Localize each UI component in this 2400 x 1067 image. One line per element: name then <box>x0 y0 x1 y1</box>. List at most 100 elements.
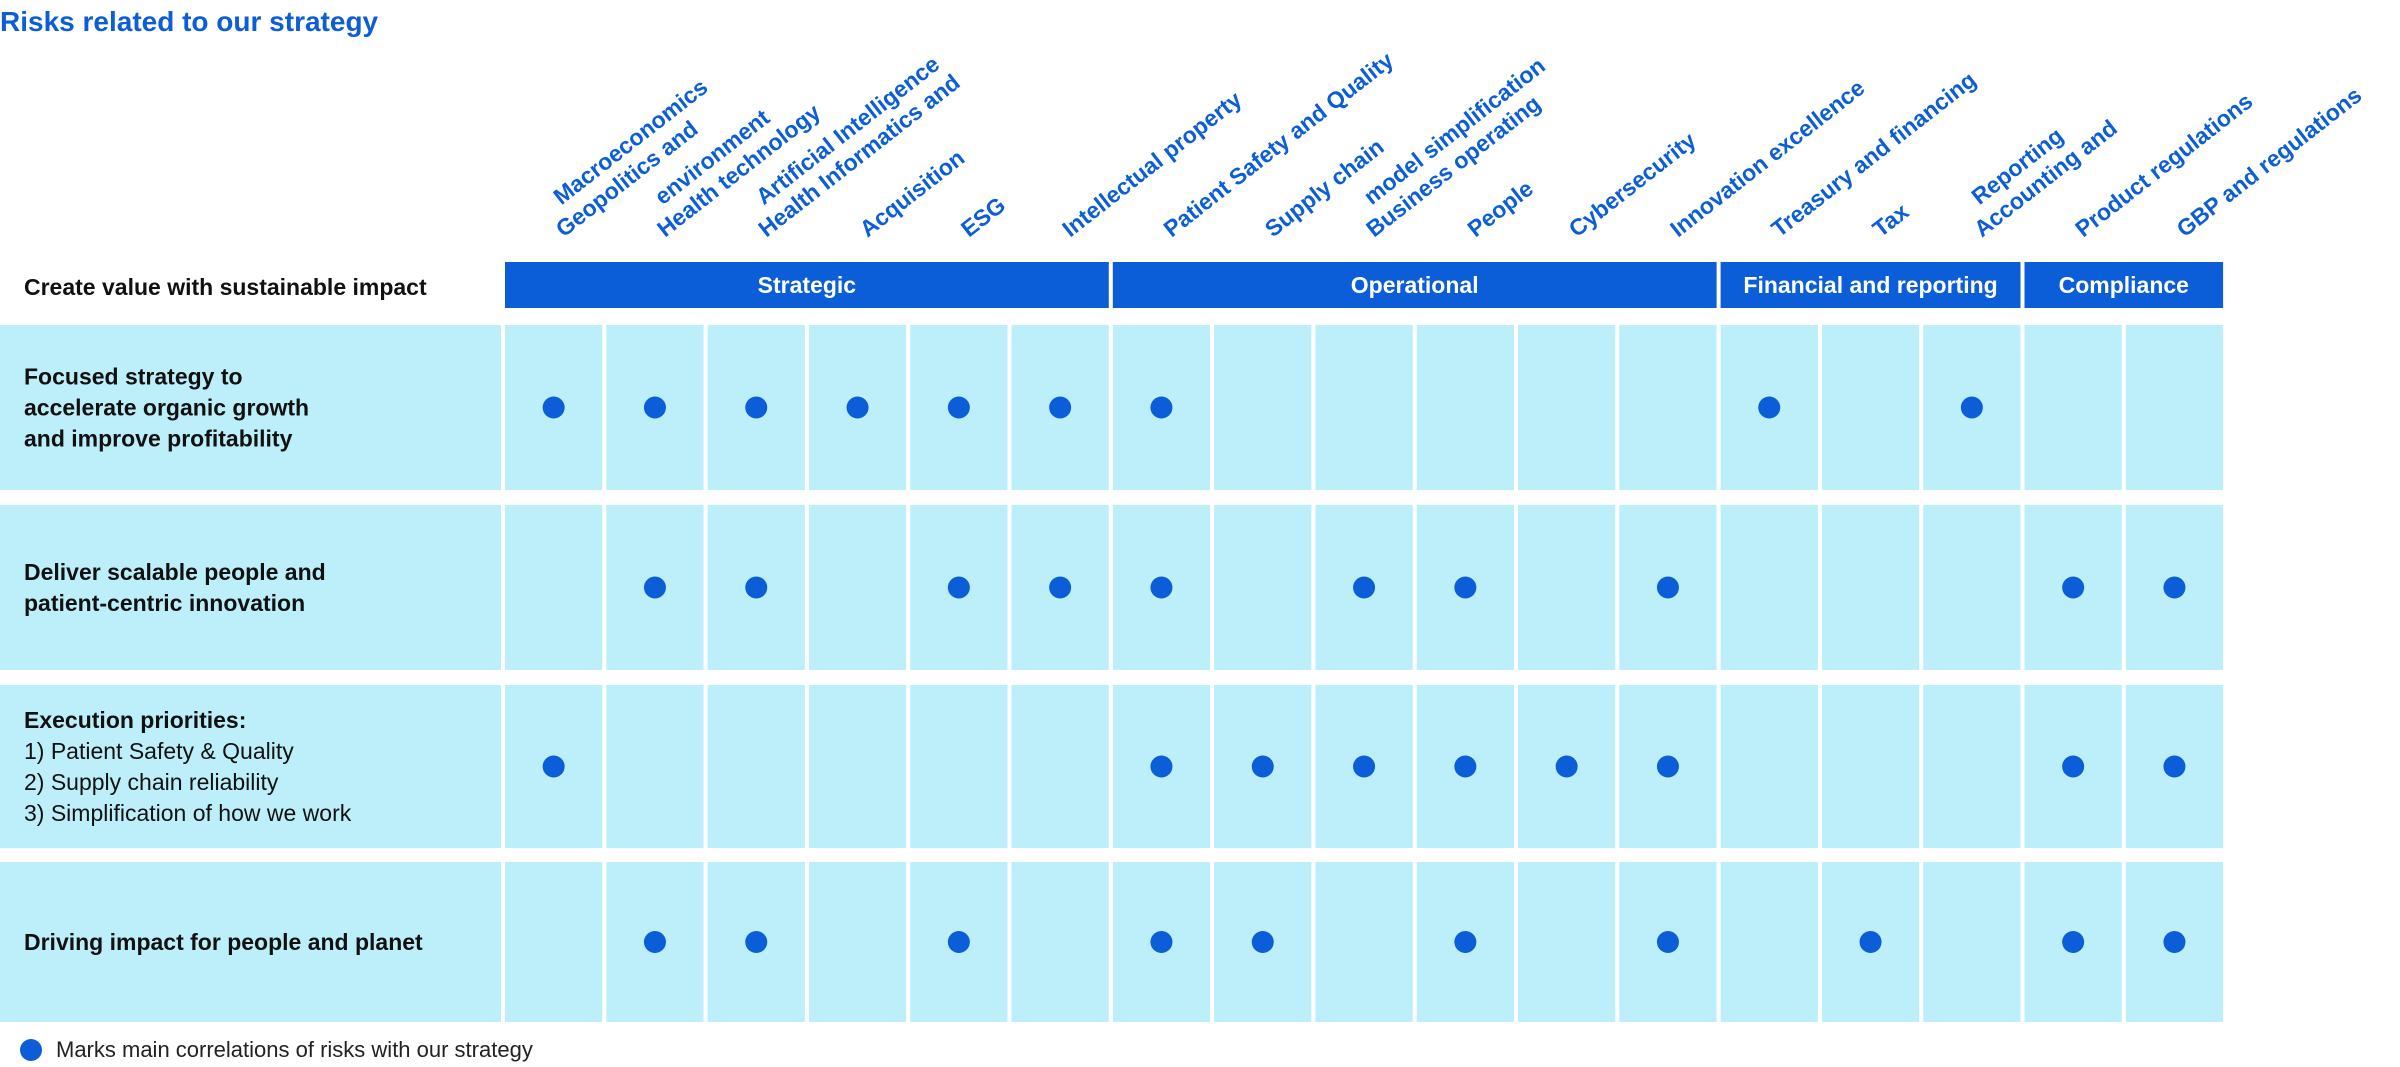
matrix-cell <box>808 505 907 670</box>
correlation-dot-icon <box>2062 755 2085 778</box>
matrix-cell <box>1720 862 1818 1022</box>
correlation-dot-icon <box>643 931 666 953</box>
row-label-line: 1) Patient Safety & Quality <box>24 738 294 764</box>
matrix-cell <box>505 862 603 1022</box>
risk-header-line: Intellectual property <box>1057 86 1246 242</box>
row-label-line: accelerate organic growth <box>24 395 309 421</box>
matrix-cell <box>2024 325 2122 490</box>
correlation-dot-icon <box>1150 931 1173 953</box>
correlation-dot-icon <box>2062 576 2085 599</box>
row-label-line: patient-centric innovation <box>24 590 305 616</box>
correlation-dot-icon <box>1049 396 1072 419</box>
correlation-dot-icon <box>1150 755 1173 778</box>
row-label-line: Deliver scalable people and <box>24 559 326 585</box>
category-band-2 <box>1720 262 2021 308</box>
risk-header-15: Product regulations <box>2070 88 2257 242</box>
matrix-cell <box>1821 325 1920 490</box>
correlation-dot-icon <box>1150 576 1173 599</box>
matrix-cell <box>606 685 704 848</box>
category-band-0 <box>505 262 1109 308</box>
matrix-cell <box>1011 862 1109 1022</box>
risk-header-line: Innovation excellence <box>1665 74 1869 242</box>
matrix-cell <box>1214 505 1312 670</box>
row-label-cell <box>0 505 501 670</box>
matrix-cell <box>1214 325 1312 490</box>
correlation-dot-icon <box>2163 755 2186 778</box>
matrix-cell <box>1315 862 1413 1022</box>
risk-header-line: GBP and regulations <box>2172 82 2367 242</box>
risk-header-line: Product regulations <box>2070 88 2257 242</box>
row-label-cell <box>0 685 501 848</box>
correlation-dot-icon <box>745 396 768 419</box>
matrix-cell <box>2125 325 2224 490</box>
matrix-cell <box>808 862 907 1022</box>
risk-header-9: People <box>1462 175 1537 242</box>
matrix-cell <box>910 685 1008 848</box>
row-label-line: Driving impact for people and planet <box>24 929 423 955</box>
category-label: Strategic <box>758 272 857 298</box>
correlation-dot-icon <box>1859 931 1882 953</box>
matrix-cell <box>1011 685 1109 848</box>
correlation-dot-icon <box>947 396 970 419</box>
row-label-cell <box>0 862 501 1022</box>
correlation-dot-icon <box>745 931 768 953</box>
corner-label: Create value with sustainable impact <box>24 274 427 300</box>
row-label-line: Execution priorities: <box>24 707 246 733</box>
page-title: Risks related to our strategy <box>0 6 379 37</box>
correlation-dot-icon <box>1454 576 1477 599</box>
risk-header-line: Health Informatics and <box>753 69 964 242</box>
correlation-dot-icon <box>1049 576 1072 599</box>
correlation-dot-icon <box>745 576 768 599</box>
correlation-dot-icon <box>1353 755 1376 778</box>
correlation-dot-icon <box>947 931 970 953</box>
matrix-cell <box>1923 685 2021 848</box>
matrix-row-1: Deliver scalable people and patient-centr… <box>0 505 2224 670</box>
correlation-dot-icon <box>1251 755 1274 778</box>
correlation-dot-icon <box>1758 396 1781 419</box>
category-label: Financial and reporting <box>1743 272 1997 298</box>
matrix-row-3: Driving impact for people and planet <box>0 862 2224 1022</box>
risk-header-line: People <box>1462 175 1537 242</box>
matrix-cell <box>1821 685 1920 848</box>
correlation-dot-icon <box>1251 931 1274 953</box>
category-label: Operational <box>1351 272 1479 298</box>
correlation-dot-icon <box>2062 931 2085 953</box>
matrix-cell <box>1720 505 1818 670</box>
matrix-cell <box>1416 325 1514 490</box>
matrix-cell <box>1619 325 1717 490</box>
legend-text: Marks main correlations of risks with ou… <box>56 1037 533 1062</box>
correlation-dot-icon <box>542 396 565 419</box>
correlation-dot-icon <box>1656 931 1679 953</box>
risk-header-line: ESG <box>956 192 1010 242</box>
matrix-cell <box>1518 862 1616 1022</box>
row-label-line: 2) Supply chain reliability <box>24 769 279 795</box>
matrix-cell <box>1518 505 1616 670</box>
matrix-row-2: Execution priorities: 1) Patient Safety &… <box>0 685 2224 848</box>
correlation-dot-icon <box>1656 576 1679 599</box>
correlation-dot-icon <box>1353 576 1376 599</box>
correlation-dot-icon <box>1960 396 1983 419</box>
matrix-cell <box>1720 685 1818 848</box>
row-label-cell <box>0 325 501 490</box>
correlation-dot-icon <box>1656 755 1679 778</box>
category-band-1 <box>1112 262 1717 308</box>
category-label: Compliance <box>2059 272 2189 298</box>
category-band-3 <box>2024 262 2224 308</box>
row-label-line: 3) Simplification of how we work <box>24 800 352 826</box>
matrix-cell <box>1923 862 2021 1022</box>
risk-header-5: Intellectual property <box>1057 86 1246 242</box>
matrix-cell <box>1923 505 2021 670</box>
correlation-dot-icon <box>1454 931 1477 953</box>
risk-header-13: Tax <box>1868 198 1914 242</box>
matrix-cell <box>505 505 603 670</box>
correlation-dot-icon <box>542 755 565 778</box>
row-label-line: Focused strategy to <box>24 364 243 390</box>
correlation-dot-icon <box>2163 931 2186 953</box>
correlation-dot-icon <box>2163 576 2186 599</box>
row-label-line: and improve profitability <box>24 426 293 452</box>
risk-header-line: Tax <box>1868 198 1914 242</box>
correlation-dot-icon <box>846 396 869 419</box>
risk-header-16: GBP and regulations <box>2172 82 2367 242</box>
